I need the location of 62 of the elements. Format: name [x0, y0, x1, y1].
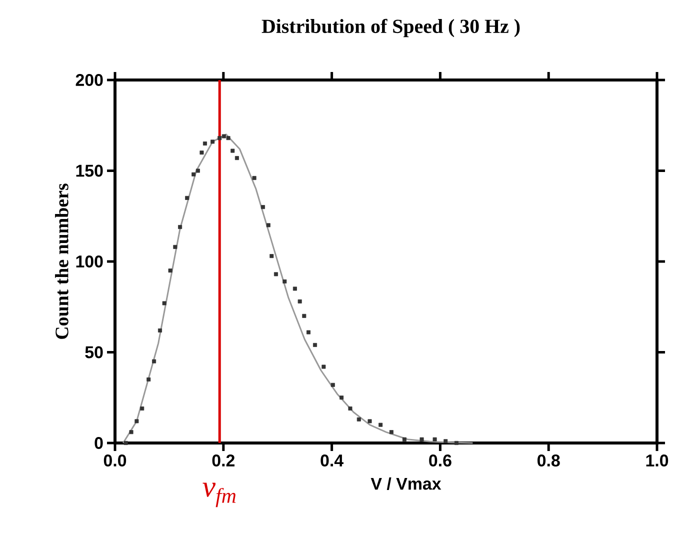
- point: [185, 196, 190, 200]
- point: [266, 223, 270, 228]
- point: [420, 437, 424, 442]
- point: [432, 437, 437, 442]
- point: [302, 314, 306, 318]
- point: [124, 440, 128, 445]
- point: [356, 417, 361, 422]
- point: [202, 142, 207, 146]
- point: [274, 272, 278, 276]
- point: [222, 134, 226, 138]
- point: [196, 168, 200, 173]
- point: [168, 268, 172, 273]
- point: [389, 430, 394, 434]
- point: [158, 328, 162, 332]
- x-tick-label: 0.4: [320, 454, 344, 467]
- point: [226, 136, 230, 140]
- point: [218, 136, 222, 140]
- y-tick-label: 200: [76, 74, 103, 86]
- line-series: [122, 134, 474, 444]
- point: [129, 430, 134, 434]
- x-tick-label: 0.0: [104, 454, 126, 467]
- point: [322, 364, 326, 369]
- x-tick-label: 0.8: [538, 454, 560, 467]
- point: [260, 205, 265, 210]
- point: [200, 150, 204, 155]
- point: [162, 301, 166, 306]
- x-tick-label: 0.2: [212, 454, 234, 467]
- point: [454, 440, 458, 445]
- point: [230, 148, 235, 153]
- y-axis-title: Count the numbers: [55, 184, 68, 339]
- point: [152, 359, 156, 364]
- point: [192, 172, 196, 176]
- point: [282, 279, 287, 284]
- y-tick-label: 150: [76, 164, 103, 177]
- point: [368, 419, 372, 424]
- x-tick-label: 1.0: [646, 454, 668, 467]
- point: [330, 382, 335, 387]
- point: [134, 419, 139, 424]
- point: [306, 330, 310, 334]
- point: [298, 299, 302, 304]
- x-tick-label: 0.6: [429, 454, 452, 467]
- ref-line-label: v$_{fm}$: [202, 482, 236, 508]
- point: [292, 286, 297, 291]
- point: [252, 176, 256, 180]
- point: [270, 254, 274, 258]
- point: [378, 422, 383, 427]
- x-axis-title: V / Vmax: [370, 477, 442, 490]
- chart-title: Distribution of Speed ( 30 Hz ): [262, 18, 520, 38]
- point: [210, 140, 215, 144]
- y-tick-label: 50: [85, 346, 103, 358]
- y-tick-label: 100: [76, 255, 103, 268]
- point: [348, 406, 352, 410]
- point: [402, 437, 406, 442]
- point: [340, 396, 344, 400]
- point: [146, 377, 151, 382]
- point: [140, 406, 144, 410]
- point: [234, 156, 239, 160]
- point: [178, 225, 182, 229]
- point: [173, 244, 178, 249]
- point: [313, 342, 318, 347]
- point: [444, 439, 448, 444]
- y-tick-label: 0: [94, 436, 103, 449]
